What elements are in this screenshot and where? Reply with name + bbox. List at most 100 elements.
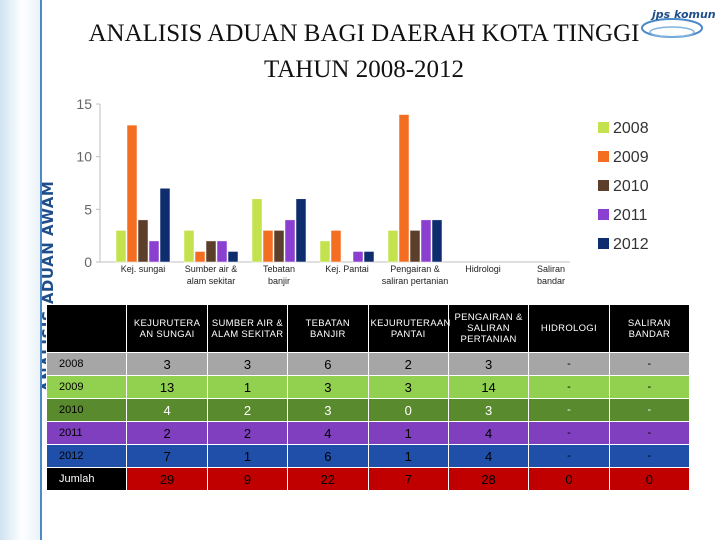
x-tick-label: Kej. sungai	[121, 264, 166, 274]
bar	[115, 230, 127, 263]
table-cell: 4	[126, 398, 208, 422]
row-label: 2010	[45, 398, 128, 422]
table-cell: 1	[206, 375, 289, 399]
bar	[126, 124, 138, 263]
legend-label: 2008	[613, 120, 649, 137]
table-cell: 2	[367, 352, 449, 376]
bar	[319, 240, 331, 263]
table-cell: 3	[126, 352, 208, 376]
bar	[194, 251, 206, 263]
table-cell: 9	[206, 467, 289, 491]
bar	[148, 240, 160, 263]
table-row: 2010 4 2 3 0 3 - -	[45, 398, 691, 422]
y-tick-label: 0	[84, 254, 92, 270]
table-cell: 3	[206, 352, 289, 376]
table-cell: -	[608, 375, 691, 399]
row-label: 2011	[45, 421, 128, 445]
legend-label: 2012	[613, 236, 649, 253]
table-header-empty	[45, 304, 128, 353]
bar	[216, 240, 228, 263]
table-cell: 0	[528, 467, 610, 491]
table-cell: 3	[367, 375, 449, 399]
legend-swatch	[598, 180, 609, 191]
table-header-cell: SUMBER AIR & ALAM SEKITAR	[206, 304, 289, 353]
table-cell: 7	[367, 467, 449, 491]
legend-label: 2011	[613, 207, 648, 224]
table-cell: -	[528, 444, 610, 468]
table-cell: -	[528, 375, 610, 399]
x-tick-label: banjir	[268, 276, 290, 286]
bar	[262, 230, 274, 263]
table-cell: 6	[287, 444, 369, 468]
table-header-cell: HIDROLOGI	[528, 304, 610, 353]
x-tick-label: Hidrologi	[465, 264, 501, 274]
table-cell: 0	[367, 398, 449, 422]
row-label: 2009	[45, 375, 128, 399]
x-tick-label: Pengairan &	[390, 264, 440, 274]
table-header-cell: SALIRAN BANDAR	[608, 304, 691, 353]
bar	[183, 230, 195, 263]
y-tick-label: 10	[76, 149, 92, 165]
bar	[409, 230, 421, 263]
table-cell: 14	[447, 375, 530, 399]
bar	[251, 198, 263, 263]
row-label: Jumlah	[45, 467, 128, 491]
table-cell: 1	[367, 444, 449, 468]
table-cell: 1	[367, 421, 449, 445]
table-cell: 3	[287, 398, 369, 422]
x-tick-label: Kej. Pantai	[325, 264, 369, 274]
legend-swatch	[598, 151, 609, 162]
table-cell: 29	[126, 467, 208, 491]
table-cell: 6	[287, 352, 369, 376]
bar	[205, 240, 217, 263]
table-header-cell: KEJURUTERA AN SUNGAI	[126, 304, 208, 353]
bar	[273, 230, 285, 263]
table-cell: 28	[447, 467, 530, 491]
table-header-cell: TEBATAN BANJIR	[287, 304, 369, 353]
legend-label: 2010	[613, 178, 649, 195]
x-tick-label: saliran pertanian	[382, 276, 449, 286]
bar	[398, 114, 410, 263]
x-tick-label: Tebatan	[263, 264, 295, 274]
bar-chart: 0 5 10 15 Kej. sungai Sumber air & alam sekita…	[76, 96, 649, 286]
table-header-row: KEJURUTERA AN SUNGAI SUMBER AIR & ALAM S…	[45, 304, 691, 353]
jps-logo: jps komun	[638, 8, 716, 42]
table-cell: 4	[447, 444, 530, 468]
table-row: 2008 3 3 6 2 3 - -	[45, 352, 691, 376]
table-cell: -	[608, 444, 691, 468]
logo-swoosh-icon	[641, 18, 703, 38]
table-row: 2009 13 1 3 3 14 - -	[45, 375, 691, 399]
side-bar	[0, 0, 42, 540]
bar	[137, 219, 149, 263]
x-tick-label: Sumber air &	[185, 264, 238, 274]
table-cell: -	[528, 421, 610, 445]
bar	[352, 251, 364, 263]
x-tick-label: Saliran	[537, 264, 565, 274]
x-tick-label: alam sekitar	[187, 276, 236, 286]
table-cell: 2	[206, 421, 289, 445]
bar	[420, 219, 432, 263]
bar	[363, 251, 375, 263]
logo-text: jps komun	[652, 8, 716, 21]
table-cell: -	[528, 398, 610, 422]
bar	[227, 251, 239, 263]
bar	[295, 198, 307, 263]
table-cell: 3	[447, 398, 530, 422]
table-row: 2011 2 2 4 1 4 - -	[45, 421, 691, 445]
table-row-total: Jumlah 29 9 22 7 28 0 0	[45, 467, 691, 491]
y-tick-label: 15	[76, 96, 92, 112]
y-tick-label: 5	[84, 201, 92, 217]
table-cell: 4	[447, 421, 530, 445]
table-header-cell: KEJURUTERAAN PANTAI	[367, 304, 450, 353]
row-label: 2012	[45, 444, 128, 468]
table-cell: 1	[206, 444, 289, 468]
row-label: 2008	[45, 352, 128, 376]
table-header-cell: PENGAIRAN & SALIRAN PERTANIAN	[447, 304, 530, 353]
legend-swatch	[598, 209, 609, 220]
table-cell: -	[528, 352, 610, 376]
bar	[284, 219, 296, 263]
table-row: 2012 7 1 6 1 4 - -	[45, 444, 691, 468]
legend-swatch	[598, 238, 609, 249]
table-cell: 3	[287, 375, 369, 399]
table-cell: 2	[206, 398, 289, 422]
